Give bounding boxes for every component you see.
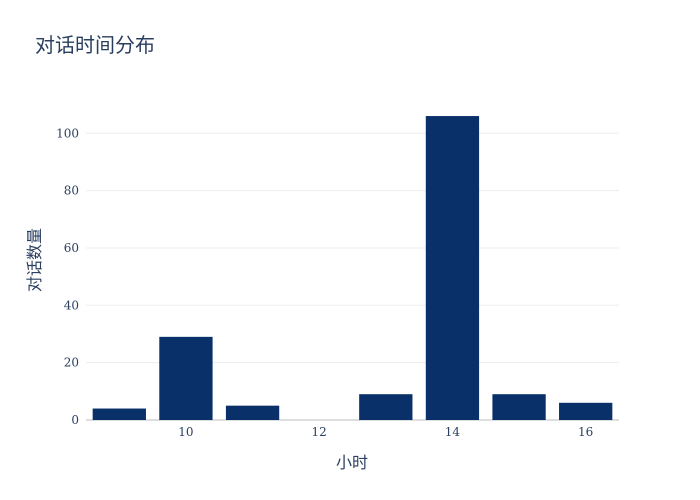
y-tick-label: 60 <box>64 241 79 255</box>
x-tick-label: 16 <box>578 425 593 439</box>
bar <box>559 402 613 420</box>
x-tick-label: 12 <box>312 425 327 439</box>
y-axis-ticks: 0 20 40 60 80 100 <box>56 126 79 427</box>
chart-title: 对话时间分布 <box>35 33 155 57</box>
y-tick-label: 80 <box>64 184 79 198</box>
x-tick-label: 14 <box>445 425 461 439</box>
bar <box>492 394 546 420</box>
x-axis-ticks: 10 12 14 16 <box>178 425 593 439</box>
x-axis-title: 小时 <box>336 453 368 472</box>
y-tick-label: 0 <box>71 413 79 427</box>
bar <box>425 116 480 421</box>
x-tick-label: 10 <box>178 425 193 439</box>
bar <box>359 394 413 420</box>
y-tick-label: 40 <box>64 298 79 312</box>
y-tick-label: 100 <box>56 126 79 140</box>
y-tick-label: 20 <box>64 356 79 370</box>
y-axis-title: 对话数量 <box>25 228 44 292</box>
bar <box>225 405 280 420</box>
bar <box>92 408 146 420</box>
bars <box>92 116 613 421</box>
bar <box>159 336 213 420</box>
